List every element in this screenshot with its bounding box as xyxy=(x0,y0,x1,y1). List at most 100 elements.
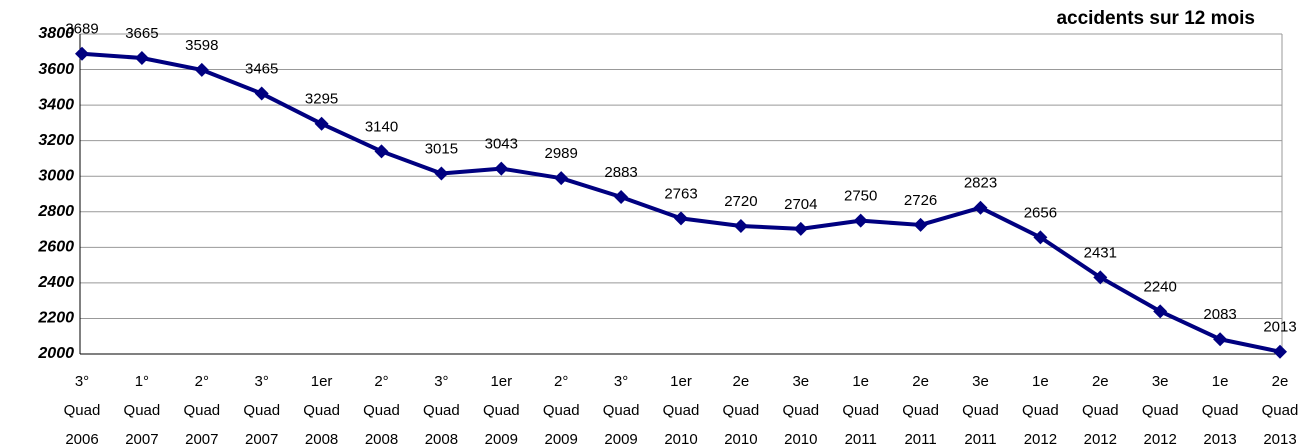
data-label: 2720 xyxy=(724,193,757,210)
y-tick-label: 2200 xyxy=(37,310,74,327)
data-label: 3598 xyxy=(185,37,218,54)
x-tick-label: 1e xyxy=(852,373,869,390)
x-tick-label: 2° xyxy=(374,373,388,390)
x-tick-label: 2e xyxy=(733,373,750,390)
x-tick-label: 2008 xyxy=(425,431,458,448)
x-tick-label: Quad xyxy=(1202,402,1239,419)
x-tick-label: 3° xyxy=(255,373,269,390)
marker xyxy=(314,116,329,131)
x-tick-label: 2011 xyxy=(964,431,996,448)
marker xyxy=(434,166,449,181)
marker xyxy=(75,46,89,61)
y-tick-label: 3200 xyxy=(38,132,74,149)
x-tick-label: Quad xyxy=(1082,402,1119,419)
data-label: 2763 xyxy=(664,185,697,202)
y-tick-label: 2000 xyxy=(37,345,74,362)
x-tick-label: Quad xyxy=(782,402,819,419)
marker xyxy=(733,219,748,233)
x-tick-label: 2e xyxy=(912,373,929,390)
data-label: 2726 xyxy=(904,192,937,209)
marker xyxy=(913,217,928,232)
marker xyxy=(614,190,629,205)
data-label: 3043 xyxy=(485,136,518,153)
marker xyxy=(853,213,868,228)
x-tick-label: Quad xyxy=(723,402,760,419)
x-tick-label: 3° xyxy=(434,373,448,390)
y-tick-label: 2800 xyxy=(37,203,74,220)
marker xyxy=(973,200,988,215)
y-tick-label: 3000 xyxy=(38,167,74,184)
x-tick-label: 1er xyxy=(670,373,692,390)
x-tick-label: 2012 xyxy=(1024,431,1057,448)
x-tick-label: 2e xyxy=(1272,373,1289,390)
x-tick-label: 3° xyxy=(614,373,628,390)
data-label: 3689 xyxy=(65,21,98,38)
x-tick-label: 1e xyxy=(1212,373,1229,390)
x-tick-label: 2010 xyxy=(784,431,817,448)
x-tick-label: 2009 xyxy=(604,431,637,448)
x-tick-label: Quad xyxy=(1022,402,1059,419)
x-tick-label: 1e xyxy=(1032,373,1049,390)
x-tick-label: Quad xyxy=(603,402,640,419)
x-tick-label: 2009 xyxy=(545,431,578,448)
x-tick-label: Quad xyxy=(483,402,520,419)
x-tick-label: Quad xyxy=(423,402,460,419)
data-label: 2013 xyxy=(1263,319,1296,336)
x-tick-label: 2009 xyxy=(485,431,518,448)
x-tick-label: Quad xyxy=(124,402,161,419)
marker xyxy=(1093,270,1108,285)
x-tick-label: 2007 xyxy=(125,431,158,448)
marker xyxy=(1153,304,1168,319)
x-tick-label: 2011 xyxy=(904,431,936,448)
marker xyxy=(194,62,209,77)
x-tick-label: 1er xyxy=(490,373,512,390)
x-tick-label: 3e xyxy=(792,373,809,390)
x-tick-label: 2013 xyxy=(1263,431,1296,448)
y-tick-label: 3600 xyxy=(38,61,74,78)
x-tick-label: 3e xyxy=(972,373,989,390)
x-tick-label: 2011 xyxy=(845,431,877,448)
x-tick-label: Quad xyxy=(64,402,101,419)
data-label: 3295 xyxy=(305,91,338,108)
x-tick-label: 1er xyxy=(311,373,333,390)
x-tick-label: 2010 xyxy=(664,431,697,448)
x-tick-label: Quad xyxy=(243,402,280,419)
x-tick-label: Quad xyxy=(663,402,700,419)
data-label: 2431 xyxy=(1084,244,1117,261)
y-tick-label: 3800 xyxy=(38,25,74,42)
x-tick-label: Quad xyxy=(1262,402,1299,419)
y-tick-label: 2600 xyxy=(37,239,74,256)
x-tick-label: 2° xyxy=(554,373,568,390)
data-label: 2240 xyxy=(1144,278,1177,295)
marker xyxy=(554,171,569,186)
data-label: 2750 xyxy=(844,188,877,205)
marker xyxy=(1033,230,1048,245)
marker xyxy=(494,161,509,176)
x-tick-label: Quad xyxy=(543,402,580,419)
marker xyxy=(374,144,389,159)
x-tick-label: 2° xyxy=(195,373,209,390)
x-tick-label: Quad xyxy=(842,402,879,419)
x-tick-label: 3° xyxy=(75,373,89,390)
data-label: 2823 xyxy=(964,175,997,192)
x-tick-label: 2012 xyxy=(1084,431,1117,448)
marker xyxy=(1273,344,1287,359)
data-label: 3015 xyxy=(425,141,458,158)
data-label: 2083 xyxy=(1203,306,1236,323)
x-tick-label: Quad xyxy=(303,402,340,419)
x-tick-label: Quad xyxy=(962,402,999,419)
data-label: 2883 xyxy=(604,164,637,181)
marker xyxy=(674,211,688,226)
marker xyxy=(134,51,149,65)
x-tick-label: 2e xyxy=(1092,373,1109,390)
x-tick-label: 2010 xyxy=(724,431,757,448)
data-label: 3465 xyxy=(245,61,278,78)
chart-title: accidents sur 12 mois xyxy=(1056,8,1255,29)
y-tick-label: 2400 xyxy=(37,274,74,291)
x-tick-label: Quad xyxy=(363,402,400,419)
data-label: 3665 xyxy=(125,25,158,42)
x-tick-label: Quad xyxy=(183,402,220,419)
y-tick-label: 3400 xyxy=(38,96,74,113)
x-tick-label: 2012 xyxy=(1144,431,1177,448)
